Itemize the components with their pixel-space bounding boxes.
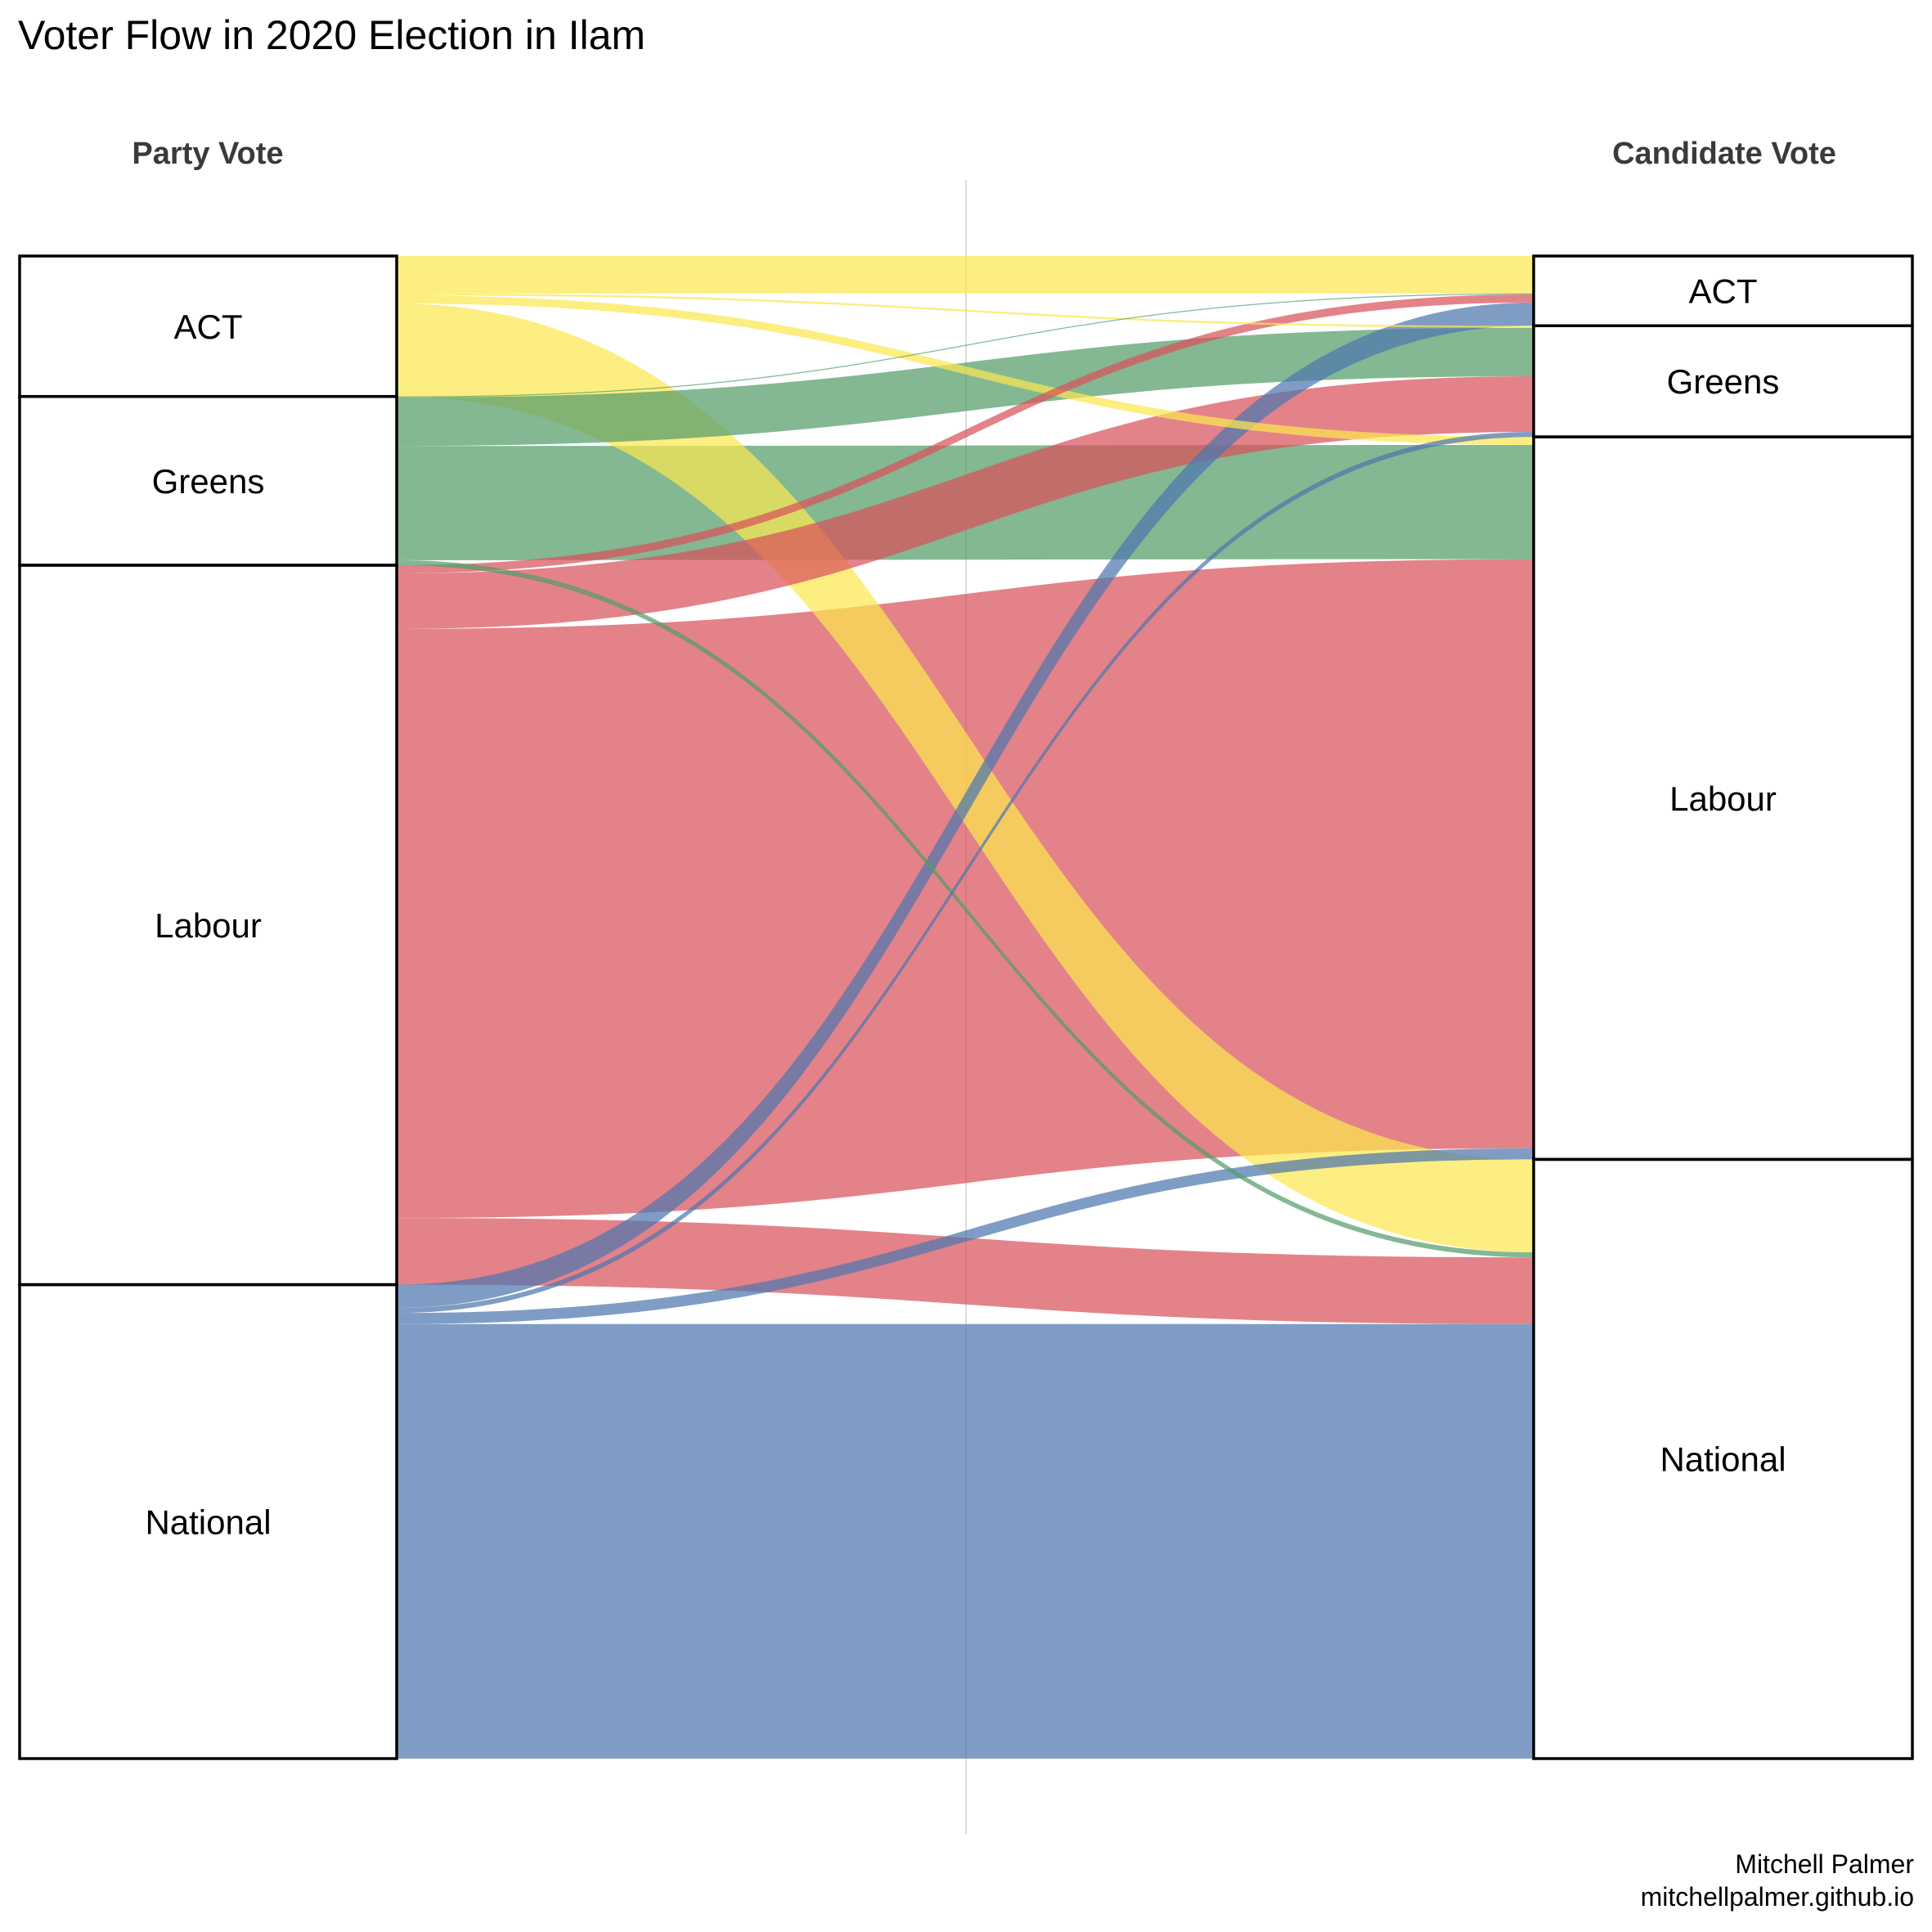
flow-national-to-national <box>397 1323 1534 1759</box>
left-node-label-act: ACT <box>174 308 243 346</box>
left-node-national <box>18 1283 398 1760</box>
left-axis-label: Party Vote <box>132 137 283 171</box>
right-node-label-act: ACT <box>1689 272 1758 311</box>
flow-greens-to-greens <box>397 327 1534 447</box>
flow-labour-to-labour <box>397 559 1534 1219</box>
left-node-label-national: National <box>145 1503 271 1541</box>
flow-act-to-labour <box>397 295 1534 446</box>
right-node-national <box>1532 1157 1914 1760</box>
left-node-label-labour: Labour <box>155 906 262 945</box>
flow-greens-to-national <box>397 559 1534 1258</box>
left-node-label-greens: Greens <box>152 462 265 501</box>
flow-greens-to-act <box>397 293 1534 398</box>
flow-act-to-act <box>397 256 1534 294</box>
chart-title: Voter Flow in 2020 Election in Ilam <box>18 12 645 58</box>
flow-labour-to-greens <box>397 376 1534 629</box>
right-node-label-greens: Greens <box>1667 362 1780 401</box>
caption-author: Mitchell Palmer <box>1735 1849 1914 1879</box>
nodes-group: ACT Greens Labour National ACT Greens Labour Na… <box>18 254 1914 1760</box>
flow-national-to-labour <box>397 1148 1534 1324</box>
flow-labour-to-act <box>397 294 1534 573</box>
flow-national-to-act <box>397 302 1534 1309</box>
caption-website: mitchellpalmer.github.io <box>1641 1882 1914 1912</box>
right-axis-label: Candidate Vote <box>1612 137 1836 171</box>
flow-act-to-greens <box>397 293 1534 328</box>
flow-national-to-greens <box>397 431 1534 1314</box>
right-node-label-labour: Labour <box>1669 780 1777 818</box>
right-node-label-national: National <box>1660 1440 1786 1479</box>
flow-act-to-national <box>397 303 1534 1253</box>
flow-labour-to-national <box>397 1218 1534 1324</box>
flows-group <box>397 256 1534 1759</box>
